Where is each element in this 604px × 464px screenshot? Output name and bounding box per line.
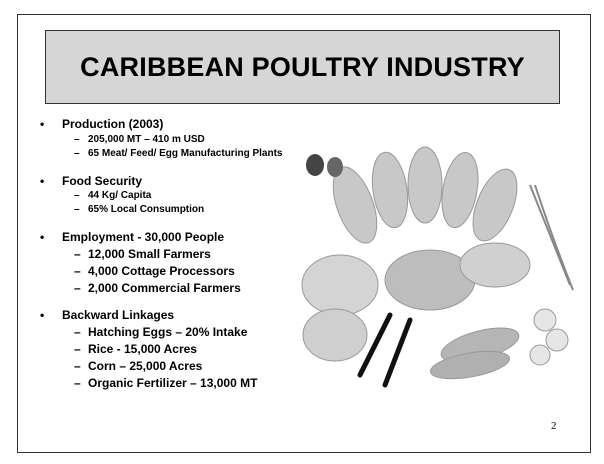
bullet-text: Production (2003) xyxy=(62,117,163,131)
page-number: 2 xyxy=(551,420,557,432)
sub-item-text: 65% Local Consumption xyxy=(88,204,204,215)
bullet-text: Food Security xyxy=(62,174,142,188)
sub-item-text: 4,000 Cottage Processors xyxy=(88,264,235,278)
poultry-photo xyxy=(295,145,577,400)
sub-item-text: 44 Kg/ Capita xyxy=(88,190,151,201)
sub-item-text: Hatching Eggs – 20% Intake xyxy=(88,325,247,339)
sub-item-text: Rice - 15,000 Acres xyxy=(88,342,197,356)
bullet-text: Backward Linkages xyxy=(62,308,174,322)
slide-title: CARIBBEAN POULTRY INDUSTRY xyxy=(80,52,525,83)
sub-item-text: 65 Meat/ Feed/ Egg Manufacturing Plants xyxy=(88,148,282,159)
title-box: CARIBBEAN POULTRY INDUSTRY xyxy=(45,30,560,104)
sub-item-text: Organic Fertilizer – 13,000 MT xyxy=(88,376,257,390)
page: CARIBBEAN POULTRY INDUSTRY •Production (… xyxy=(0,0,604,464)
sub-item-text: 205,000 MT – 410 m USD xyxy=(88,134,205,145)
sub-item-text: Corn – 25,000 Acres xyxy=(88,359,202,373)
bullet-text: Employment - 30,000 People xyxy=(62,230,224,244)
sub-item-text: 2,000 Commercial Farmers xyxy=(88,281,241,295)
sub-item-text: 12,000 Small Farmers xyxy=(88,247,211,261)
